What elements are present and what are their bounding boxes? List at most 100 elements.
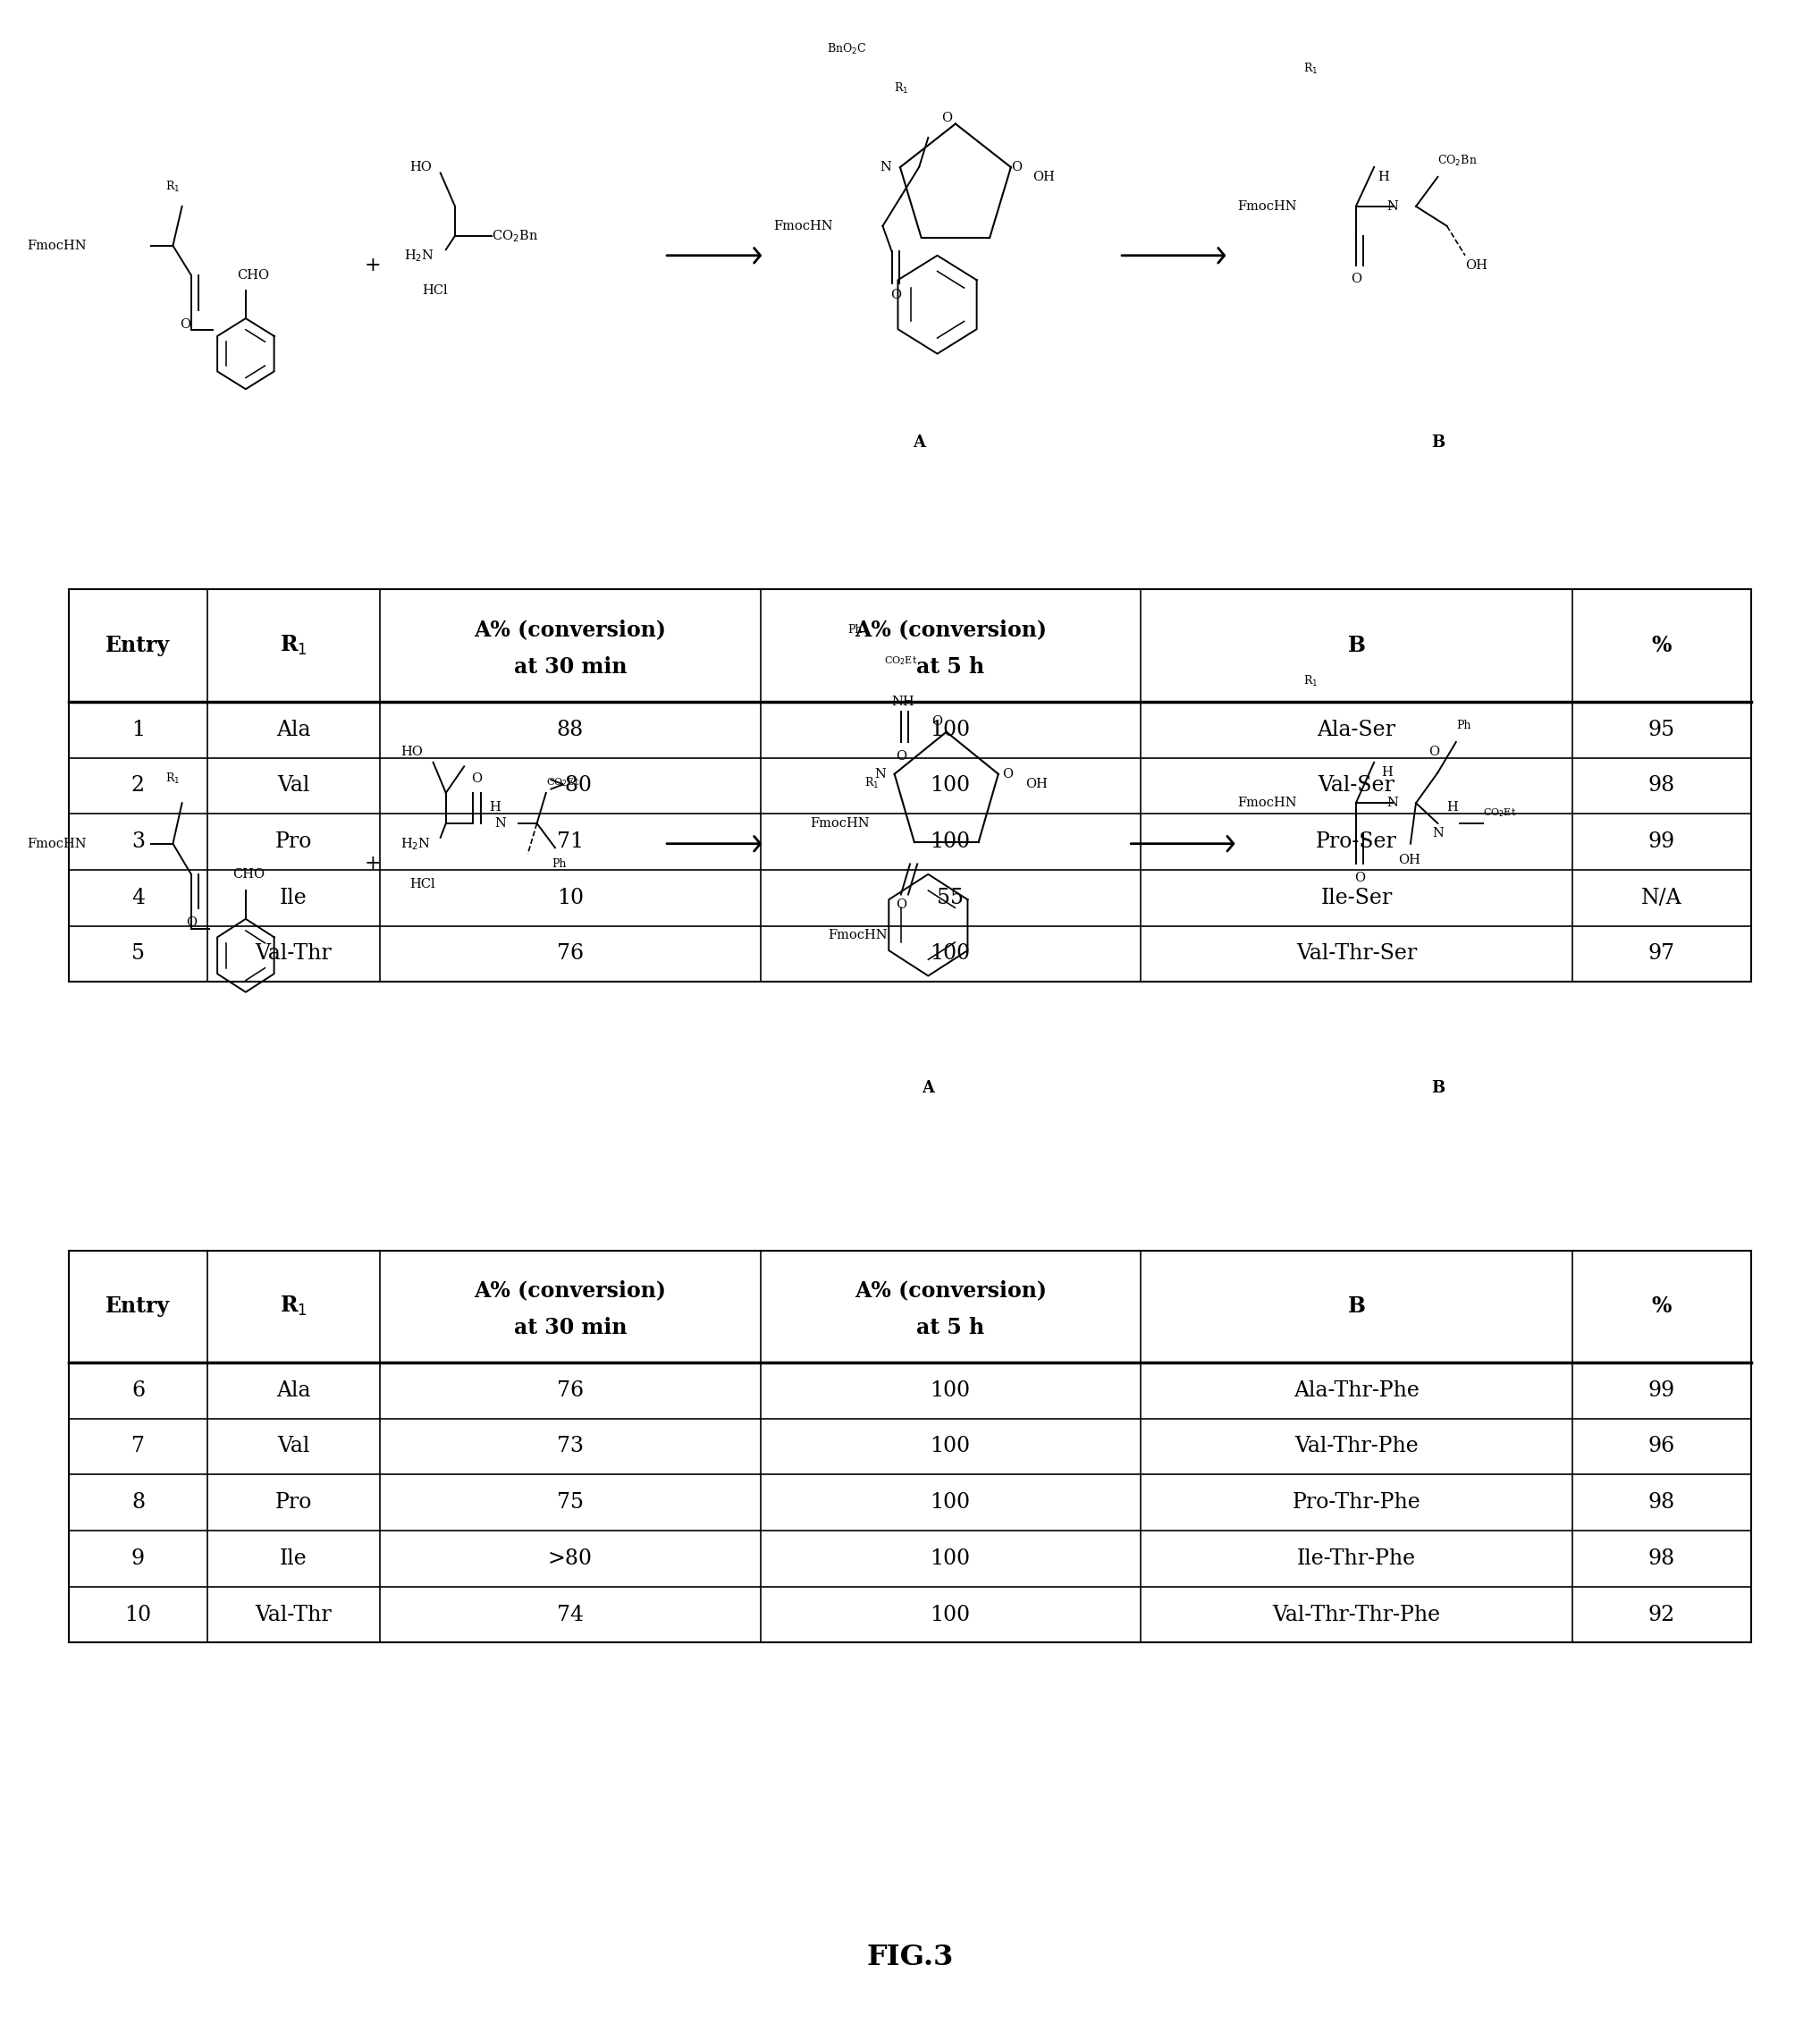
Text: N: N xyxy=(495,817,506,829)
Text: FmocHN: FmocHN xyxy=(1238,199,1298,213)
Text: BnO$_2$C: BnO$_2$C xyxy=(826,43,866,57)
Text: N: N xyxy=(1432,827,1443,840)
Text: 8: 8 xyxy=(131,1492,146,1513)
Text: FmocHN: FmocHN xyxy=(1238,797,1298,809)
Text: FmocHN: FmocHN xyxy=(810,817,870,829)
Text: OH: OH xyxy=(1465,258,1487,272)
Text: 55: 55 xyxy=(937,888,965,909)
Text: 7: 7 xyxy=(131,1435,146,1458)
Text: Pro-Ser: Pro-Ser xyxy=(1316,831,1398,852)
Text: O: O xyxy=(1010,161,1021,173)
Bar xyxy=(69,1250,1751,1643)
Text: FmocHN: FmocHN xyxy=(828,929,888,941)
Text: 100: 100 xyxy=(930,1492,970,1513)
Text: 76: 76 xyxy=(557,943,584,964)
Text: O: O xyxy=(186,917,197,929)
Text: OH: OH xyxy=(1398,854,1420,866)
Text: CO$_2$Et: CO$_2$Et xyxy=(885,655,917,667)
Text: 98: 98 xyxy=(1649,1549,1674,1569)
Text: CO$_2$Bn: CO$_2$Bn xyxy=(1438,155,1478,169)
Text: 2: 2 xyxy=(131,775,146,797)
Text: Ala-Thr-Phe: Ala-Thr-Phe xyxy=(1294,1380,1420,1401)
Text: 3: 3 xyxy=(131,831,146,852)
Text: H: H xyxy=(1381,766,1392,779)
Text: A: A xyxy=(914,435,925,449)
Text: O: O xyxy=(895,899,906,911)
Text: N: N xyxy=(874,768,886,781)
Text: HCl: HCl xyxy=(422,285,448,297)
Text: 100: 100 xyxy=(930,720,970,740)
Text: Val-Ser: Val-Ser xyxy=(1318,775,1394,797)
Text: FmocHN: FmocHN xyxy=(27,838,87,850)
Text: +: + xyxy=(364,256,382,274)
Text: Ala: Ala xyxy=(277,1380,311,1401)
Text: R$_1$: R$_1$ xyxy=(280,1295,308,1317)
Text: Entry: Entry xyxy=(106,634,171,657)
Text: >80: >80 xyxy=(548,775,593,797)
Text: B: B xyxy=(1347,1295,1365,1317)
Text: R$_1$: R$_1$ xyxy=(166,179,180,193)
Text: Ile: Ile xyxy=(280,888,308,909)
Text: Ala: Ala xyxy=(277,720,311,740)
Text: 100: 100 xyxy=(930,1380,970,1401)
Text: 97: 97 xyxy=(1649,943,1674,964)
Text: R$_1$: R$_1$ xyxy=(166,771,180,787)
Text: 1: 1 xyxy=(131,720,146,740)
Text: at 5 h: at 5 h xyxy=(915,1317,985,1338)
Text: A% (conversion): A% (conversion) xyxy=(475,1281,666,1301)
Text: 100: 100 xyxy=(930,1435,970,1458)
Text: R$_1$: R$_1$ xyxy=(1303,673,1318,689)
Text: Val-Thr-Phe: Val-Thr-Phe xyxy=(1294,1435,1418,1458)
Text: 10: 10 xyxy=(557,888,584,909)
Text: 100: 100 xyxy=(930,1604,970,1624)
Text: O: O xyxy=(1003,768,1014,781)
Text: %: % xyxy=(1653,1295,1673,1317)
Text: CHO: CHO xyxy=(233,868,266,880)
Text: 100: 100 xyxy=(930,1549,970,1569)
Text: R$_1$: R$_1$ xyxy=(864,775,879,791)
Text: O: O xyxy=(1429,746,1440,758)
Text: 100: 100 xyxy=(930,775,970,797)
Text: 10: 10 xyxy=(124,1604,151,1624)
Text: Val-Thr-Thr-Phe: Val-Thr-Thr-Phe xyxy=(1272,1604,1441,1624)
Text: Val-Thr: Val-Thr xyxy=(255,1604,331,1624)
Text: >80: >80 xyxy=(548,1549,593,1569)
Text: 74: 74 xyxy=(557,1604,584,1624)
Text: at 30 min: at 30 min xyxy=(513,657,626,677)
Text: FIG.3: FIG.3 xyxy=(866,1944,954,1972)
Text: 96: 96 xyxy=(1649,1435,1674,1458)
Text: FmocHN: FmocHN xyxy=(773,220,834,232)
Text: Val: Val xyxy=(277,1435,309,1458)
Text: 88: 88 xyxy=(557,720,584,740)
Text: 5: 5 xyxy=(131,943,146,964)
Text: 100: 100 xyxy=(930,943,970,964)
Text: CHO: CHO xyxy=(237,268,269,281)
Text: %: % xyxy=(1653,634,1673,657)
Text: Ala-Ser: Ala-Ser xyxy=(1318,720,1396,740)
Text: O: O xyxy=(1354,872,1365,884)
Text: A% (conversion): A% (conversion) xyxy=(854,1281,1046,1301)
Text: 73: 73 xyxy=(557,1435,584,1458)
Text: at 30 min: at 30 min xyxy=(513,1317,626,1338)
Text: Pro: Pro xyxy=(275,1492,313,1513)
Text: R$_1$: R$_1$ xyxy=(1303,61,1318,75)
Text: O: O xyxy=(890,289,901,301)
Text: H: H xyxy=(490,801,501,813)
Text: O: O xyxy=(180,317,191,331)
Text: 9: 9 xyxy=(131,1549,146,1569)
Text: O: O xyxy=(941,112,952,124)
Text: OH: OH xyxy=(1026,779,1048,791)
Text: H: H xyxy=(1378,171,1389,183)
Text: 75: 75 xyxy=(557,1492,584,1513)
Text: H: H xyxy=(1447,801,1458,813)
Text: OH: OH xyxy=(1032,171,1056,183)
Text: B: B xyxy=(1347,634,1365,657)
Text: Ile: Ile xyxy=(280,1549,308,1569)
Text: H$_2$N: H$_2$N xyxy=(400,836,431,852)
Text: 99: 99 xyxy=(1649,831,1674,852)
Text: HCl: HCl xyxy=(410,878,435,890)
Text: B: B xyxy=(1431,435,1445,449)
Text: 4: 4 xyxy=(131,888,146,909)
Text: B: B xyxy=(1431,1080,1445,1096)
Text: Ile-Thr-Phe: Ile-Thr-Phe xyxy=(1298,1549,1416,1569)
